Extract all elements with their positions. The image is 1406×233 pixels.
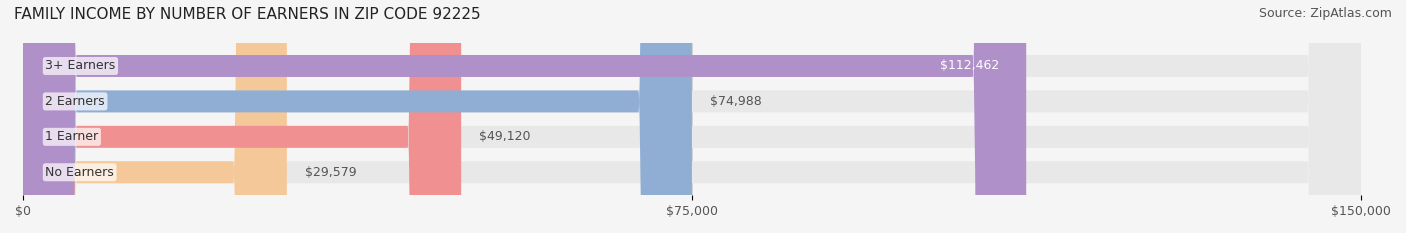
Text: No Earners: No Earners bbox=[45, 166, 114, 179]
FancyBboxPatch shape bbox=[22, 0, 1361, 233]
Text: $49,120: $49,120 bbox=[479, 130, 530, 143]
FancyBboxPatch shape bbox=[22, 0, 1361, 233]
FancyBboxPatch shape bbox=[22, 0, 1361, 233]
Text: $112,462: $112,462 bbox=[941, 59, 1000, 72]
Text: 3+ Earners: 3+ Earners bbox=[45, 59, 115, 72]
FancyBboxPatch shape bbox=[22, 0, 692, 233]
FancyBboxPatch shape bbox=[22, 0, 1026, 233]
Text: FAMILY INCOME BY NUMBER OF EARNERS IN ZIP CODE 92225: FAMILY INCOME BY NUMBER OF EARNERS IN ZI… bbox=[14, 7, 481, 22]
Text: $29,579: $29,579 bbox=[305, 166, 356, 179]
FancyBboxPatch shape bbox=[22, 0, 287, 233]
FancyBboxPatch shape bbox=[22, 0, 461, 233]
Text: $74,988: $74,988 bbox=[710, 95, 762, 108]
Text: 1 Earner: 1 Earner bbox=[45, 130, 98, 143]
Text: 2 Earners: 2 Earners bbox=[45, 95, 105, 108]
Text: Source: ZipAtlas.com: Source: ZipAtlas.com bbox=[1258, 7, 1392, 20]
FancyBboxPatch shape bbox=[22, 0, 1361, 233]
